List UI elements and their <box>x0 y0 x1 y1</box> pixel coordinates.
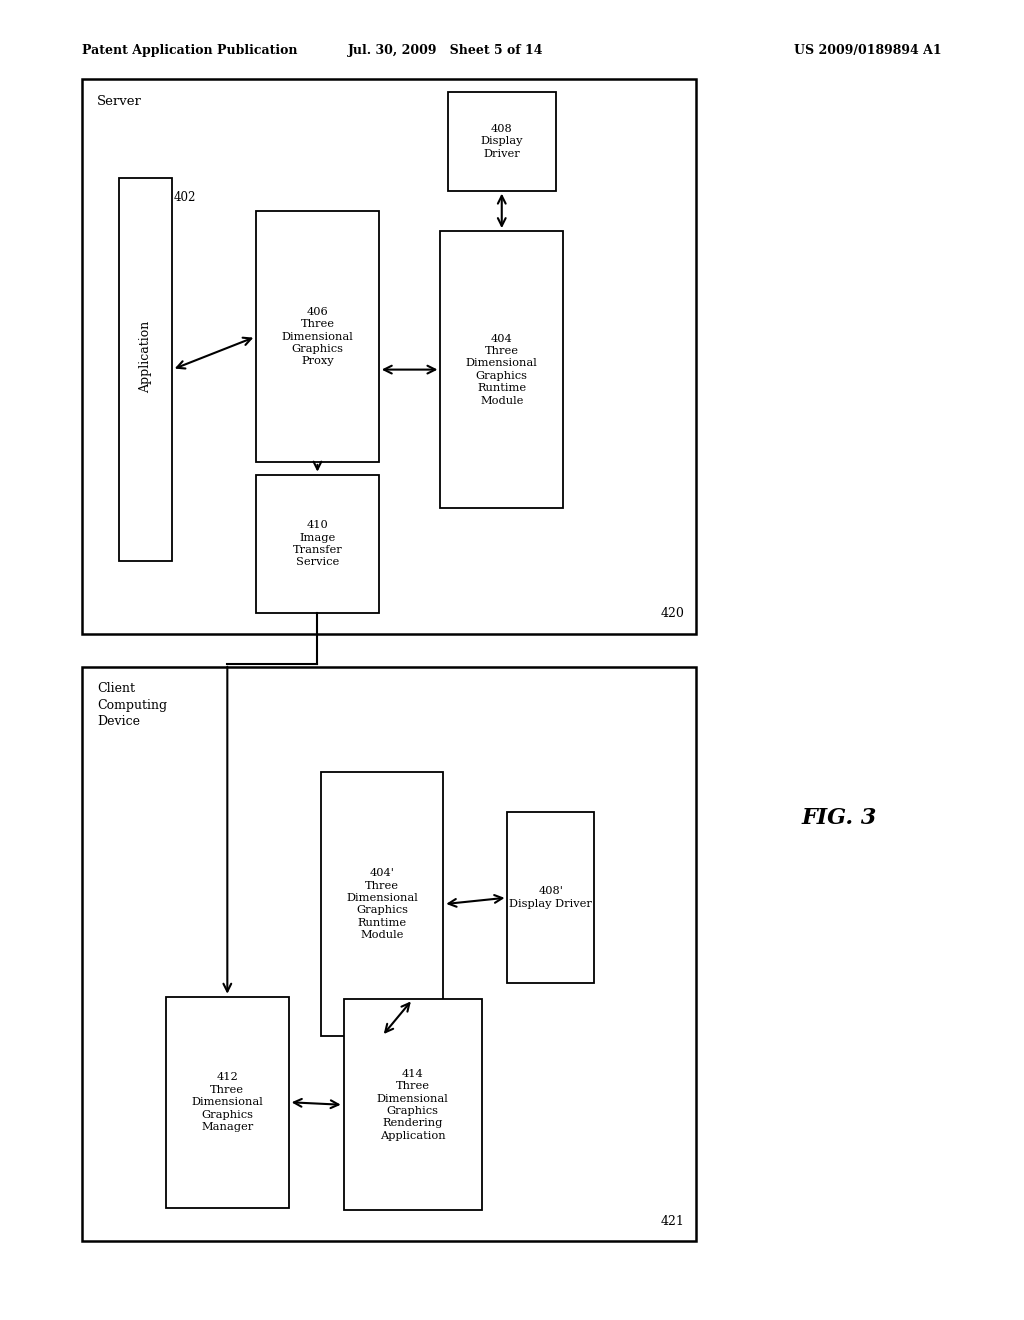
Text: Client
Computing
Device: Client Computing Device <box>97 682 167 729</box>
Text: FIG. 3: FIG. 3 <box>802 808 878 829</box>
Text: 406
Three
Dimensional
Graphics
Proxy: 406 Three Dimensional Graphics Proxy <box>282 306 353 367</box>
FancyBboxPatch shape <box>508 812 594 983</box>
Text: Application: Application <box>139 321 152 392</box>
Text: 412
Three
Dimensional
Graphics
Manager: 412 Three Dimensional Graphics Manager <box>191 1072 263 1133</box>
Text: 410
Image
Transfer
Service: 410 Image Transfer Service <box>293 520 342 568</box>
FancyBboxPatch shape <box>119 178 172 561</box>
FancyBboxPatch shape <box>256 475 379 612</box>
Text: Patent Application Publication: Patent Application Publication <box>82 44 297 57</box>
Text: 404'
Three
Dimensional
Graphics
Runtime
Module: 404' Three Dimensional Graphics Runtime … <box>346 869 418 940</box>
Text: 404
Three
Dimensional
Graphics
Runtime
Module: 404 Three Dimensional Graphics Runtime M… <box>466 334 538 405</box>
Text: 402: 402 <box>173 191 196 205</box>
Text: US 2009/0189894 A1: US 2009/0189894 A1 <box>795 44 942 57</box>
FancyBboxPatch shape <box>321 772 443 1036</box>
Text: Server: Server <box>97 95 142 108</box>
Text: 420: 420 <box>660 607 684 620</box>
Text: 408'
Display Driver: 408' Display Driver <box>510 887 592 908</box>
FancyBboxPatch shape <box>449 92 555 190</box>
Text: 414
Three
Dimensional
Graphics
Rendering
Application: 414 Three Dimensional Graphics Rendering… <box>377 1069 449 1140</box>
Text: 408
Display
Driver: 408 Display Driver <box>480 124 523 158</box>
FancyBboxPatch shape <box>82 79 696 634</box>
Text: 421: 421 <box>660 1214 684 1228</box>
Text: Jul. 30, 2009   Sheet 5 of 14: Jul. 30, 2009 Sheet 5 of 14 <box>348 44 543 57</box>
FancyBboxPatch shape <box>440 231 563 508</box>
FancyBboxPatch shape <box>256 211 379 462</box>
FancyBboxPatch shape <box>166 997 289 1208</box>
FancyBboxPatch shape <box>344 999 482 1210</box>
FancyBboxPatch shape <box>82 667 696 1241</box>
